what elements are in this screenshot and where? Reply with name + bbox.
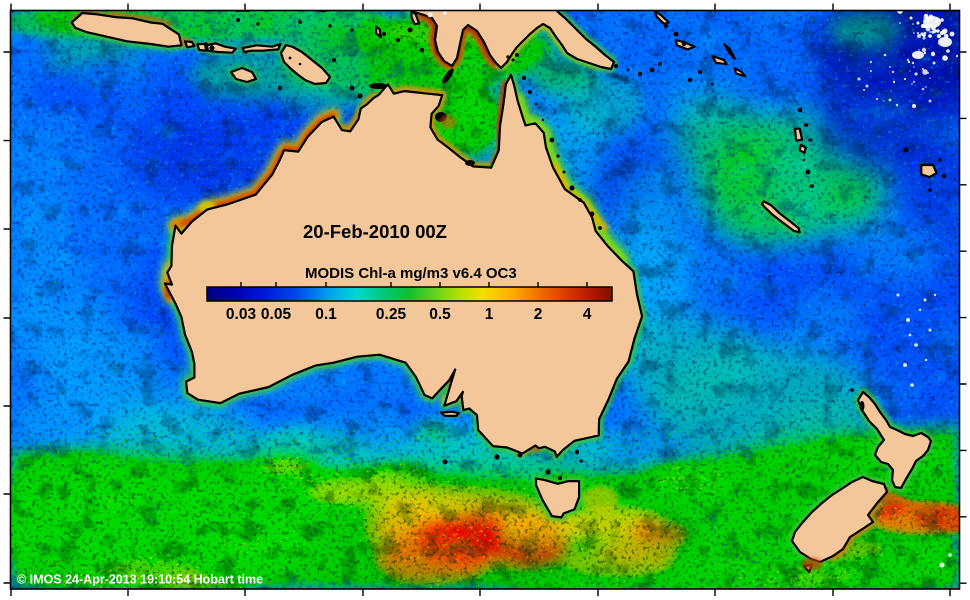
svg-text:1: 1: [485, 306, 494, 323]
svg-text:0.03: 0.03: [226, 306, 257, 323]
svg-text:0.1: 0.1: [315, 306, 337, 323]
svg-text:MODIS Chl-a mg/m3 v6.4 OC3: MODIS Chl-a mg/m3 v6.4 OC3: [305, 265, 517, 282]
svg-text:0.05: 0.05: [261, 306, 292, 323]
svg-text:4: 4: [583, 306, 592, 323]
svg-text:0.25: 0.25: [376, 306, 407, 323]
svg-text:20-Feb-2010 00Z: 20-Feb-2010 00Z: [303, 221, 447, 242]
svg-text:© IMOS 24-Apr-2013 19:10:54 Ho: © IMOS 24-Apr-2013 19:10:54 Hobart time: [17, 573, 263, 587]
svg-text:0.5: 0.5: [429, 306, 451, 323]
svg-text:2: 2: [534, 306, 543, 323]
